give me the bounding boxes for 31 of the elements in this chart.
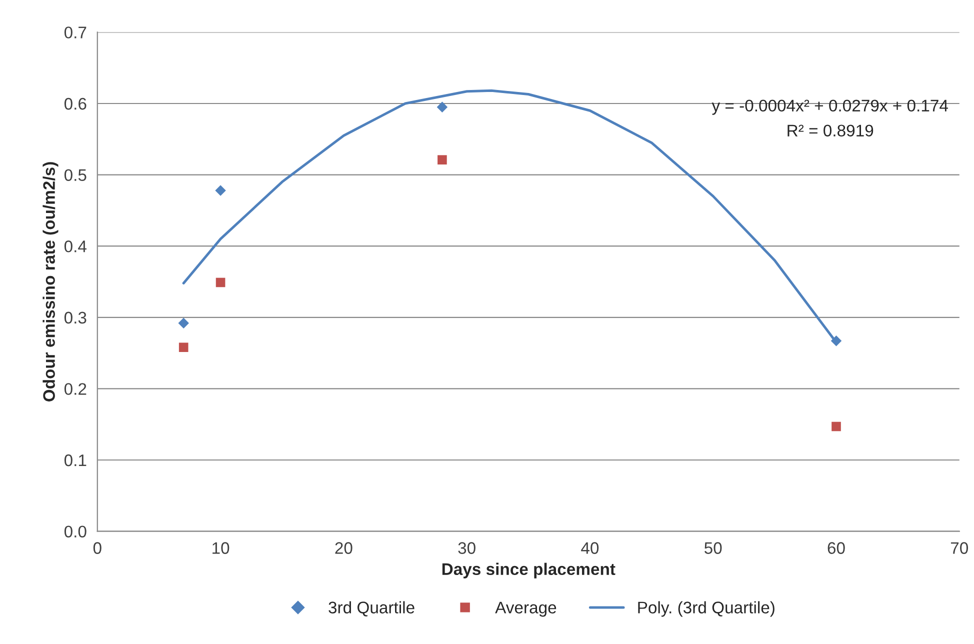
y-tick-label: 0.3 [64, 312, 86, 324]
point [215, 185, 226, 196]
x-tick-label: 40 [581, 542, 599, 554]
x-tick-label: 30 [458, 542, 476, 554]
y-tick-label: 0.1 [64, 454, 86, 466]
x-tick-label: 50 [704, 542, 722, 554]
y-tick-label: 0.4 [64, 240, 86, 252]
point [178, 342, 188, 352]
y-tick-label: 0.0 [64, 526, 86, 538]
x-tick-label: 10 [212, 542, 230, 554]
point [832, 422, 841, 432]
point [830, 336, 842, 346]
y-tick-label: 0.2 [64, 383, 86, 395]
x-tick-label: 20 [335, 542, 352, 554]
y-tick-label: 0.6 [64, 98, 86, 110]
y-tick-label: 0.7 [64, 26, 86, 38]
annotation: y = -0.0004x² + 0.0279x + 0.174 [712, 100, 948, 115]
x-tick-label: 0 [93, 542, 102, 554]
point [438, 155, 447, 164]
point [436, 102, 448, 112]
legend-label: Poly. (3rd Quartile) [638, 601, 774, 617]
y-tick-label: 0.5 [64, 169, 86, 182]
legend-label: 3rd Quartile [328, 601, 414, 616]
point [178, 318, 189, 328]
y-axis-title: Odour emissino rate (ou/m2/s) [42, 162, 58, 402]
legend-label: Average [495, 602, 556, 617]
x-axis-title: Days since placement [442, 562, 616, 578]
x-tick-label: 60 [828, 542, 845, 554]
annotation: R² = 0.8919 [788, 124, 874, 136]
x-tick-label: 70 [950, 542, 968, 554]
point [216, 278, 226, 288]
